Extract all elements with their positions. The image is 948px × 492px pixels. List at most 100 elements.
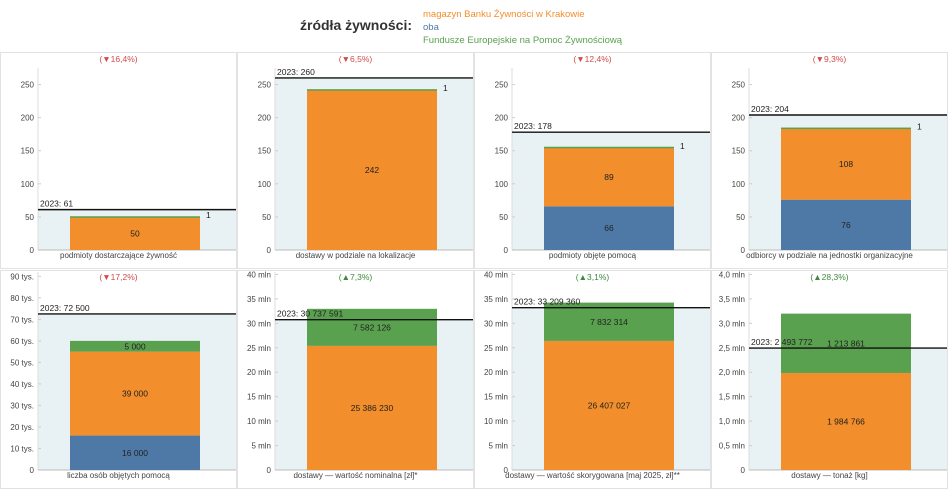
y-tick-label: 2,0 mln	[719, 368, 745, 377]
x-axis-label: dostawy — tonaż [kg]	[791, 471, 867, 480]
panel-frame	[0, 52, 237, 269]
y-tick-label: 0	[741, 246, 746, 255]
chart-panel-8: 0 0,5 mln 1,0 mln 1,5 mln 2,0 mln 2,5 mln 3,0 …	[711, 270, 948, 489]
x-axis-label: odbiorcy w podziale na jednostki organiz…	[746, 251, 913, 260]
y-tick-label: 250	[21, 81, 35, 90]
y-tick-label: 0	[30, 246, 35, 255]
bar-segment	[70, 216, 200, 218]
data-label: 108	[839, 159, 853, 169]
change-indicator: (▼17,2%)	[99, 272, 137, 282]
chart-panel-4: 0 50 100 150 200 250 76 108 1 2023: 204 (▼9,3%) odb…	[711, 52, 948, 269]
y-tick-label: 100	[495, 180, 509, 189]
y-tick-label: 25 mln	[484, 344, 508, 353]
panel-frame	[0, 270, 237, 489]
legend-item-oba[interactable]: oba	[423, 22, 439, 33]
change-indicator: (▲7,3%)	[339, 272, 373, 282]
y-tick-label: 40 mln	[247, 270, 271, 279]
x-axis-label: dostawy — wartość skorygowana [maj 2025,…	[505, 471, 680, 480]
y-tick-label: 30 tys.	[10, 401, 34, 410]
bar-segment	[781, 128, 911, 200]
y-tick-label: 0	[741, 466, 746, 475]
legend-title: źródła żywności:	[300, 17, 413, 33]
data-label: 1 213 861	[827, 338, 865, 348]
y-tick-label: 5 mln	[488, 442, 508, 451]
y-tick-label: 60 tys.	[10, 337, 34, 346]
data-label: 7 582 126	[353, 322, 391, 332]
y-tick-label: 3,5 mln	[719, 295, 745, 304]
y-tick-label: 50	[499, 213, 508, 222]
y-tick-label: 50 tys.	[10, 358, 34, 367]
data-label: 66	[604, 223, 614, 233]
bar-segment	[307, 89, 437, 91]
y-tick-label: 20 tys.	[10, 423, 34, 432]
y-tick-label: 80 tys.	[10, 294, 34, 303]
y-tick-label: 100	[258, 180, 272, 189]
chart-panel-3: 0 50 100 150 200 250 66 89 1 2023: 178 (▼12,4%) pod…	[474, 52, 711, 269]
bar-segment	[544, 302, 674, 341]
y-tick-label: 150	[495, 147, 509, 156]
data-label: 1	[443, 83, 448, 93]
data-label: 242	[365, 165, 379, 175]
bar-segment	[544, 147, 674, 207]
data-label: 1 984 766	[827, 416, 865, 426]
reference-label: 2023: 30 737 591	[277, 309, 343, 319]
y-tick-label: 30 mln	[247, 319, 271, 328]
y-tick-label: 200	[21, 114, 35, 123]
reference-label: 2023: 61	[40, 199, 73, 209]
chart-panel-7: 0 5 mln 10 mln 15 mln 20 mln 25 mln 30 mln 35 m…	[474, 270, 711, 489]
y-tick-label: 0	[504, 466, 509, 475]
y-tick-label: 10 mln	[247, 417, 271, 426]
bar-segment	[544, 206, 674, 250]
data-label: 39 000	[122, 389, 148, 399]
panel-frame	[237, 52, 474, 269]
reference-label: 2023: 204	[751, 104, 789, 114]
y-tick-label: 150	[21, 147, 35, 156]
y-tick-label: 35 mln	[484, 295, 508, 304]
y-tick-label: 250	[495, 81, 509, 90]
y-tick-label: 10 mln	[484, 417, 508, 426]
data-label: 5 000	[124, 341, 146, 351]
y-tick-label: 250	[258, 81, 272, 90]
change-indicator: (▼12,4%)	[573, 54, 611, 64]
data-label: 1	[917, 122, 922, 132]
y-tick-label: 3,0 mln	[719, 319, 745, 328]
y-tick-label: 15 mln	[484, 393, 508, 402]
panel-frame	[237, 270, 474, 489]
bar-segment	[544, 340, 674, 470]
y-tick-label: 4,0 mln	[719, 270, 745, 279]
y-tick-label: 200	[258, 114, 272, 123]
y-tick-label: 10 tys.	[10, 444, 34, 453]
reference-label: 2023: 33 209 360	[514, 297, 580, 307]
y-tick-label: 150	[732, 147, 746, 156]
y-tick-label: 15 mln	[247, 393, 271, 402]
bar-segment	[70, 340, 200, 352]
y-tick-label: 100	[732, 180, 746, 189]
x-axis-label: dostawy — wartość nominalna [zł]*	[293, 471, 417, 480]
y-tick-label: 70 tys.	[10, 315, 34, 324]
data-label: 16 000	[122, 448, 148, 458]
bar-segment	[307, 308, 437, 346]
change-indicator: (▼9,3%)	[813, 54, 847, 64]
legend-item-magazyn[interactable]: magazyn Banku Żywności w Krakowie	[423, 9, 585, 20]
y-tick-label: 200	[495, 114, 509, 123]
bar-segment	[781, 127, 911, 130]
x-axis-label: liczba osób objętych pomocą	[67, 471, 170, 480]
data-label: 76	[841, 220, 851, 230]
reference-label: 2023: 2 493 772	[751, 337, 813, 347]
bar-segment	[307, 345, 437, 470]
legend-item-fepz[interactable]: Fundusze Europejskie na Pomoc Żywnościow…	[423, 35, 623, 46]
data-label: 50	[130, 228, 140, 238]
y-tick-label: 20 mln	[484, 368, 508, 377]
y-tick-label: 20 mln	[247, 368, 271, 377]
y-tick-label: 200	[732, 114, 746, 123]
legend: źródła żywności: magazyn Banku Żywności …	[0, 0, 948, 50]
panel-frame	[474, 270, 711, 489]
y-tick-label: 1,5 mln	[719, 393, 745, 402]
y-tick-label: 0	[267, 246, 272, 255]
y-tick-label: 150	[258, 147, 272, 156]
x-axis-label: podmioty dostarczające żywność	[60, 251, 177, 260]
data-label: 25 386 230	[351, 403, 394, 413]
y-tick-label: 50	[262, 213, 271, 222]
y-tick-label: 0	[267, 466, 272, 475]
